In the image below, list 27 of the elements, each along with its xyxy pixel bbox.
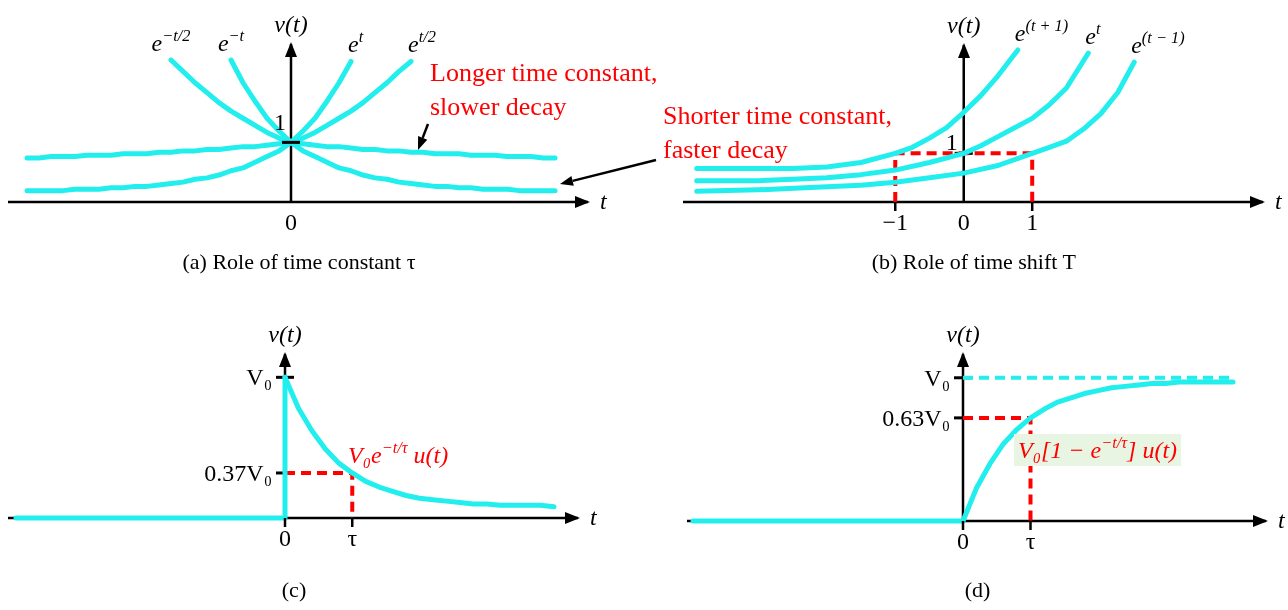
annotation: 1 <box>945 129 958 156</box>
x-tick-label: 0 <box>957 528 969 554</box>
y-axis-title: v(t) <box>268 321 302 347</box>
x-axis-title: t <box>590 504 598 530</box>
x-tick-label: τ <box>1025 528 1036 554</box>
text: (a) Role of time constant τ <box>182 249 416 274</box>
x-axis-title: t <box>1275 188 1283 214</box>
text: (b) Role of time shift T <box>871 249 1077 274</box>
y-axis-title: v(t) <box>946 321 980 347</box>
x-tick-label: 0 <box>957 209 970 235</box>
x-tick-label: −1 <box>882 209 909 235</box>
x-tick-label: τ <box>347 525 358 551</box>
annotation: Shorter time constant, faster decay <box>663 101 892 165</box>
text: (d) <box>964 577 991 602</box>
annotation: V₀ <box>246 364 272 391</box>
annotation: 1 <box>274 109 286 136</box>
x-axis-title: t <box>1278 507 1286 533</box>
annotation: V₀ <box>924 364 950 391</box>
y-axis-title: v(t) <box>274 11 308 37</box>
annotation: 0.63V₀ <box>882 404 950 431</box>
y-axis-title: v(t) <box>947 12 981 38</box>
annotation: 0.37V₀ <box>204 459 272 486</box>
text: (c) <box>281 577 307 602</box>
x-tick-label: 0 <box>279 525 291 551</box>
x-axis-title: t <box>600 188 608 214</box>
annotation: Longer time constant, slower decay <box>430 58 658 122</box>
x-tick-label: 1 <box>1026 209 1039 235</box>
